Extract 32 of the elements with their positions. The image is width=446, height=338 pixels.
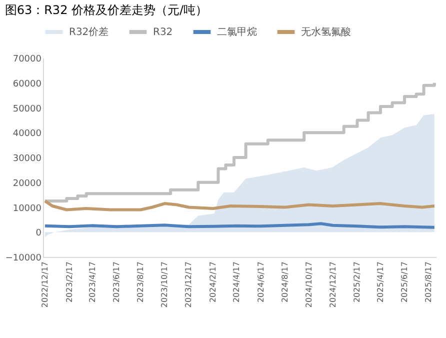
x-tick-label: 2025/6/17 — [400, 262, 409, 303]
x-tick-label: 2025/2/17 — [352, 262, 362, 303]
legend-label: 无水氢氟酸 — [301, 26, 351, 38]
x-tick-label: 2024/12/17 — [328, 262, 338, 308]
x-tick-label: 2023/10/17 — [160, 262, 170, 308]
y-tick-label: 10000 — [12, 204, 42, 214]
legend-label: R32价差 — [69, 26, 109, 38]
x-tick-label: 2024/4/17 — [232, 262, 242, 303]
y-tick-label: 70000 — [12, 54, 42, 64]
x-tick-label: 2024/10/17 — [304, 262, 314, 308]
x-tick-label: 2024/2/17 — [208, 262, 218, 303]
chart-title: 图63：R32 价格及价差走势（元/吨） — [4, 3, 208, 17]
line-series — [43, 200, 436, 212]
y-tick-label: −10000 — [5, 254, 42, 264]
x-tick-label: 2022/12/17 — [40, 262, 50, 308]
x-tick-label: 2025/8/17 — [424, 262, 434, 303]
y-tick-label: 50000 — [12, 104, 42, 114]
x-tick-label: 2023/4/17 — [88, 262, 98, 303]
x-tick-label: 2024/8/17 — [280, 262, 290, 303]
y-tick-label: 30000 — [12, 154, 42, 164]
legend-label: 二氯甲烷 — [217, 26, 257, 38]
y-tick-label: 20000 — [12, 178, 42, 189]
y-tick-label: 60000 — [12, 79, 42, 90]
x-tick-label: 2025/4/17 — [376, 262, 385, 303]
legend-label: R32 — [153, 27, 173, 38]
x-tick-label: 2024/6/17 — [256, 262, 266, 303]
x-tick-label: 2023/2/17 — [64, 262, 74, 303]
y-tick-label: 0 — [36, 228, 42, 239]
y-tick-label: 40000 — [12, 129, 42, 140]
x-tick-label: 2023/6/17 — [112, 262, 122, 303]
x-tick-label: 2023/8/17 — [136, 262, 146, 303]
x-tick-label: 2023/12/17 — [184, 262, 194, 308]
